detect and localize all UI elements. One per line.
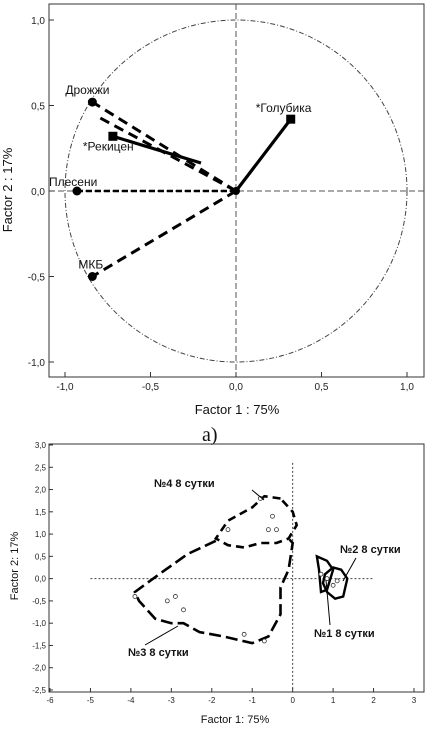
group-leader-line [342, 557, 357, 582]
score-point [274, 527, 279, 533]
loading-label: МКБ [78, 258, 103, 272]
origin-point [232, 187, 240, 195]
y-tick-label: -1,0 [32, 619, 46, 628]
group-label: №1 8 сутки [314, 628, 375, 640]
group-leader-line [251, 489, 265, 501]
loading-label: *Рекицен [83, 139, 134, 153]
loading-label: Дрожжи [65, 83, 109, 97]
y-tick-label: -0,5 [28, 273, 46, 284]
score-point [265, 527, 271, 533]
y-tick-label: 1,0 [35, 530, 47, 539]
plot-frame-bottom [48, 443, 425, 693]
group-outline-4 [213, 494, 299, 549]
x-tick-label: 0 [290, 696, 295, 705]
score-point [164, 598, 170, 604]
score-point [318, 571, 324, 577]
y-tick-label: 1,0 [31, 16, 45, 27]
group-outline-2 [321, 566, 349, 601]
score-point [334, 578, 340, 584]
score-point [241, 631, 247, 637]
y-axis-label: Factor 2: 17% [9, 532, 21, 601]
x-tick-label: -2 [208, 696, 216, 705]
y-tick-label: -1,5 [32, 641, 46, 650]
y-tick-label: 2,5 [35, 463, 47, 472]
x-tick-label: 3 [412, 696, 417, 705]
y-tick-label: -1,0 [28, 358, 46, 369]
score-point [270, 513, 275, 519]
y-tick-label: 0,0 [35, 575, 47, 584]
y-tick-label: -0,5 [32, 597, 46, 606]
y-tick-label: 3,0 [35, 441, 47, 450]
x-tick-label: 1,0 [400, 382, 414, 393]
score-point [324, 576, 330, 582]
y-tick-label: 1,5 [35, 508, 47, 517]
score-point [225, 527, 231, 533]
loading-point-square [108, 131, 118, 141]
group-leader-line [325, 579, 331, 626]
x-tick-label: 0,5 [315, 382, 329, 393]
score-point [261, 638, 267, 644]
loading-point-square [286, 114, 296, 124]
x-tick-label: -1,0 [56, 382, 74, 393]
loading-point-circle [87, 97, 97, 107]
x-tick-label: -4 [127, 696, 135, 705]
group-leader-line [144, 625, 179, 646]
x-tick-label: 1 [331, 696, 336, 705]
loading-vector [91, 100, 237, 193]
y-tick-label: 0,5 [31, 102, 45, 113]
y-axis-label: Factor 2 : 17% [0, 147, 15, 232]
y-tick-label: -2,5 [32, 686, 46, 695]
subfigure-caption-a: а) [202, 424, 218, 446]
loading-vector [91, 189, 237, 278]
loading-vector [234, 118, 292, 192]
x-tick-label: -1 [249, 696, 257, 705]
x-tick-label: -6 [46, 696, 54, 705]
score-point [330, 582, 336, 588]
loading-vector [112, 134, 202, 165]
loading-vector [98, 116, 237, 193]
y-tick-label: 0,0 [31, 187, 45, 198]
x-tick-label: 0,0 [229, 382, 243, 393]
score-point [181, 607, 186, 613]
score-point [132, 594, 138, 599]
x-axis-label: Factor 1 : 75% [195, 402, 280, 417]
loading-point-circle [87, 272, 97, 281]
group-label: №4 8 сутки [154, 478, 215, 490]
loading-label: Плесени [49, 175, 97, 189]
group-label: №3 8 сутки [128, 647, 189, 659]
loading-label: *Голубика [256, 101, 312, 115]
x-axis-label: Factor 1: 75% [201, 714, 270, 726]
x-tick-label: -3 [168, 696, 176, 705]
score-point [172, 594, 178, 599]
group-label: №2 8 сутки [340, 544, 401, 556]
y-tick-label: 0,5 [35, 552, 47, 561]
unit-circle [64, 19, 408, 363]
loading-point-circle [72, 186, 82, 196]
group-outline-3 [133, 537, 295, 645]
y-tick-label: 2,0 [35, 486, 47, 495]
x-tick-label: -0,5 [142, 382, 160, 393]
x-tick-label: 2 [371, 696, 376, 705]
y-tick-label: -2,0 [32, 664, 46, 673]
x-tick-label: -5 [87, 696, 95, 705]
